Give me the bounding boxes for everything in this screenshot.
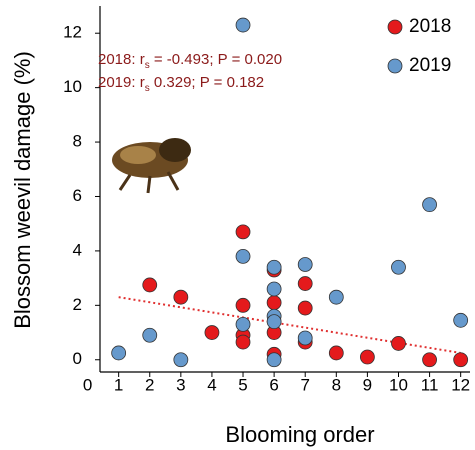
point xyxy=(297,300,313,316)
trendline xyxy=(118,296,461,354)
x-tick-label: 4 xyxy=(207,375,216,394)
y-tick-label: 12 xyxy=(63,23,82,42)
point xyxy=(142,327,158,343)
y-tick-label: 4 xyxy=(73,240,82,259)
annotation-part: 2018: r xyxy=(98,51,145,68)
annotation-part: 0.329; P = 0.182 xyxy=(150,74,264,91)
y-tick-label: 8 xyxy=(73,132,82,151)
legend-marker xyxy=(387,19,403,35)
x-tick-label: 0 xyxy=(83,375,92,394)
annotation-part: 2019: r xyxy=(98,74,145,91)
y-axis-title: Blossom weevil damage (%) xyxy=(10,51,35,329)
y-tick-label: 2 xyxy=(73,295,82,314)
point xyxy=(235,297,251,313)
point xyxy=(422,352,437,368)
point xyxy=(453,312,469,328)
point xyxy=(266,314,282,330)
y-tick-label: 6 xyxy=(73,186,82,205)
point xyxy=(142,277,158,293)
x-tick-label: 5 xyxy=(238,375,247,394)
point xyxy=(266,352,282,368)
legend-label: 2019 xyxy=(409,55,451,76)
x-tick-label: 2 xyxy=(145,375,154,394)
legend-marker xyxy=(387,58,403,74)
x-tick-label: 1 xyxy=(114,375,123,394)
point xyxy=(422,197,437,213)
x-axis-title: Blooming order xyxy=(225,422,374,447)
point xyxy=(453,352,469,368)
x-tick-label: 7 xyxy=(300,375,309,394)
insect-image xyxy=(112,138,191,194)
point xyxy=(266,259,282,275)
point xyxy=(204,325,220,340)
point xyxy=(297,276,313,291)
x-tick-label: 11 xyxy=(421,375,439,394)
annotation-part: = -0.493; P = 0.020 xyxy=(150,51,282,68)
annotation-part: s xyxy=(145,83,150,94)
point xyxy=(297,257,313,272)
point xyxy=(328,345,344,361)
point xyxy=(297,330,313,346)
point xyxy=(391,336,406,351)
x-tick-label: 6 xyxy=(269,375,278,394)
y-tick-label: 0 xyxy=(73,349,82,368)
point xyxy=(328,289,344,305)
x-tick-label: 8 xyxy=(332,375,341,394)
point xyxy=(235,224,251,240)
point xyxy=(173,289,189,305)
x-tick-label: 3 xyxy=(176,375,185,394)
point xyxy=(266,281,282,297)
point xyxy=(235,17,251,33)
point xyxy=(235,248,251,264)
annotation: 2018: rs = -0.493; P = 0.020 xyxy=(98,51,282,71)
annotation-part: s xyxy=(145,60,150,71)
y-tick-label: 10 xyxy=(63,77,82,96)
point xyxy=(235,316,251,332)
legend-label: 2018 xyxy=(409,16,451,37)
point xyxy=(359,349,375,365)
x-tick-label: 9 xyxy=(363,375,372,394)
point xyxy=(173,352,189,368)
point xyxy=(111,345,127,361)
annotation: 2019: rs 0.329; P = 0.182 xyxy=(98,74,264,94)
x-tick-label: 12 xyxy=(451,375,470,394)
x-tick-label: 10 xyxy=(389,375,408,394)
point xyxy=(266,295,282,311)
point xyxy=(391,259,406,275)
point xyxy=(235,334,251,350)
